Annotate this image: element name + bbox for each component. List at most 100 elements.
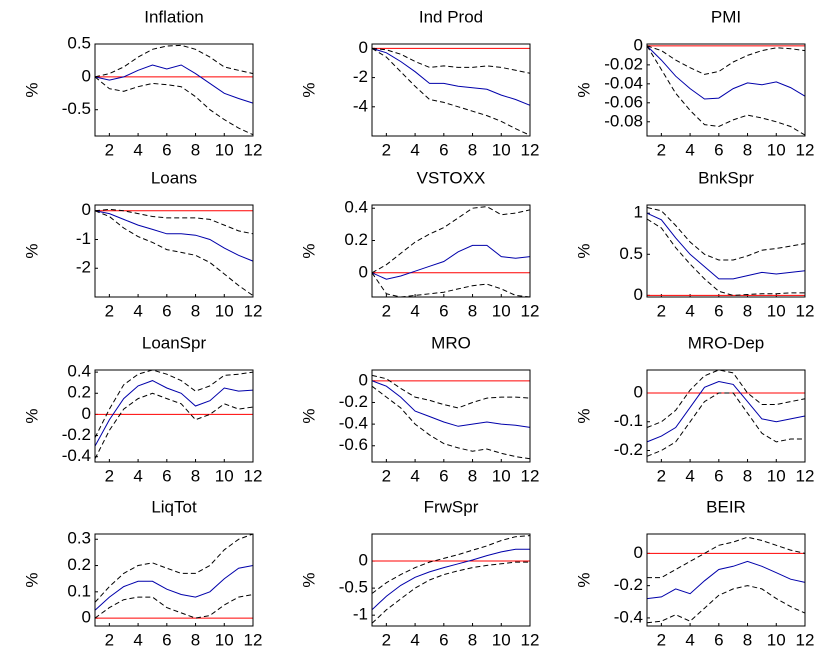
- chart-title: LiqTot: [151, 497, 197, 516]
- x-tick-label: 6: [439, 140, 448, 159]
- x-tick-label: 10: [492, 630, 511, 649]
- y-axis-label: %: [22, 408, 41, 423]
- x-tick-label: 8: [468, 140, 477, 159]
- chart-title: PMI: [711, 7, 741, 26]
- band-line: [371, 47, 531, 74]
- x-tick-label: 6: [439, 630, 448, 649]
- band-line: [94, 44, 254, 78]
- x-tick-label: 2: [657, 630, 666, 649]
- x-tick-label: 2: [382, 466, 391, 485]
- x-tick-label: 8: [743, 301, 752, 320]
- y-tick-label: -0.4: [62, 446, 91, 465]
- median-line: [94, 565, 254, 611]
- y-tick-label: 0.5: [67, 33, 91, 52]
- x-tick-label: 8: [191, 466, 200, 485]
- y-tick-label: 0: [82, 66, 91, 85]
- y-tick-label: 1: [634, 203, 643, 222]
- x-tick-label: 10: [767, 466, 786, 485]
- band-line: [94, 76, 254, 136]
- y-axis-label: %: [574, 408, 593, 423]
- band-line: [646, 585, 806, 624]
- y-tick-label: 0.3: [67, 529, 91, 548]
- chart-title: LoanSpr: [142, 333, 207, 352]
- band-line: [646, 45, 806, 136]
- y-tick-label: 0: [634, 285, 643, 304]
- y-tick-label: -0.1: [614, 411, 643, 430]
- x-tick-label: 12: [796, 630, 815, 649]
- axes-frame: [371, 369, 531, 463]
- x-tick-label: 12: [796, 301, 815, 320]
- x-tick-label: 8: [743, 630, 752, 649]
- x-tick-label: 12: [244, 140, 263, 159]
- y-axis-label: %: [299, 408, 318, 423]
- x-tick-label: 2: [382, 301, 391, 320]
- axes-frame: [94, 204, 254, 298]
- x-tick-label: 12: [796, 466, 815, 485]
- chart-title: Loans: [151, 168, 197, 187]
- axes-frame: [646, 43, 806, 137]
- x-tick-label: 8: [468, 301, 477, 320]
- x-tick-label: 12: [244, 466, 263, 485]
- x-tick-label: 10: [215, 466, 234, 485]
- chart-title: BnkSpr: [698, 168, 754, 187]
- y-axis-label: %: [574, 572, 593, 587]
- x-tick-label: 4: [410, 301, 419, 320]
- y-tick-label: 0: [82, 404, 91, 423]
- chart-title: BEIR: [706, 497, 746, 516]
- x-tick-label: 2: [657, 466, 666, 485]
- y-tick-label: -0.04: [604, 73, 643, 92]
- y-tick-label: -0.08: [604, 111, 643, 130]
- band-line: [647, 536, 806, 579]
- band-line: [646, 207, 806, 261]
- x-tick-label: 10: [492, 301, 511, 320]
- x-tick-label: 12: [796, 140, 815, 159]
- x-tick-label: 4: [685, 630, 694, 649]
- x-tick-label: 4: [410, 466, 419, 485]
- y-tick-label: -0.02: [604, 54, 643, 73]
- x-tick-label: 2: [382, 630, 391, 649]
- x-tick-label: 12: [244, 630, 263, 649]
- y-tick-label: 0: [634, 382, 643, 401]
- y-axis-label: %: [299, 572, 318, 587]
- band-line: [371, 535, 531, 594]
- y-tick-label: -0.2: [614, 575, 643, 594]
- median-line: [94, 380, 254, 447]
- axes-frame: [646, 533, 806, 627]
- x-tick-label: 6: [714, 140, 723, 159]
- band-line: [94, 392, 254, 460]
- x-tick-label: 10: [492, 466, 511, 485]
- y-axis-label: %: [299, 243, 318, 258]
- x-tick-label: 6: [162, 140, 171, 159]
- y-tick-label: -4: [353, 96, 368, 115]
- x-tick-label: 2: [382, 140, 391, 159]
- x-tick-label: 6: [439, 301, 448, 320]
- x-tick-label: 6: [162, 301, 171, 320]
- median-line: [646, 45, 806, 100]
- y-tick-label: 0: [359, 370, 368, 389]
- x-tick-label: 8: [743, 466, 752, 485]
- axes-frame: [371, 43, 531, 137]
- x-tick-label: 4: [410, 140, 419, 159]
- x-tick-label: 8: [191, 301, 200, 320]
- y-tick-label: -2: [76, 258, 91, 277]
- median-line: [646, 380, 806, 443]
- band-line: [646, 392, 805, 457]
- y-axis-label: %: [22, 243, 41, 258]
- band-line: [371, 206, 531, 274]
- x-tick-label: 4: [685, 301, 694, 320]
- median-line: [646, 212, 806, 280]
- chart-title: Inflation: [144, 7, 204, 26]
- x-tick-label: 8: [468, 466, 477, 485]
- band-line: [94, 210, 254, 297]
- x-tick-label: 8: [468, 630, 477, 649]
- x-tick-label: 6: [714, 630, 723, 649]
- x-tick-label: 10: [215, 630, 234, 649]
- x-tick-label: 4: [133, 466, 142, 485]
- band-line: [371, 385, 531, 460]
- median-line: [371, 47, 531, 106]
- x-tick-label: 8: [191, 140, 200, 159]
- band-line: [371, 561, 530, 624]
- axes-frame: [94, 533, 254, 627]
- band-line: [94, 369, 254, 438]
- x-tick-label: 6: [714, 301, 723, 320]
